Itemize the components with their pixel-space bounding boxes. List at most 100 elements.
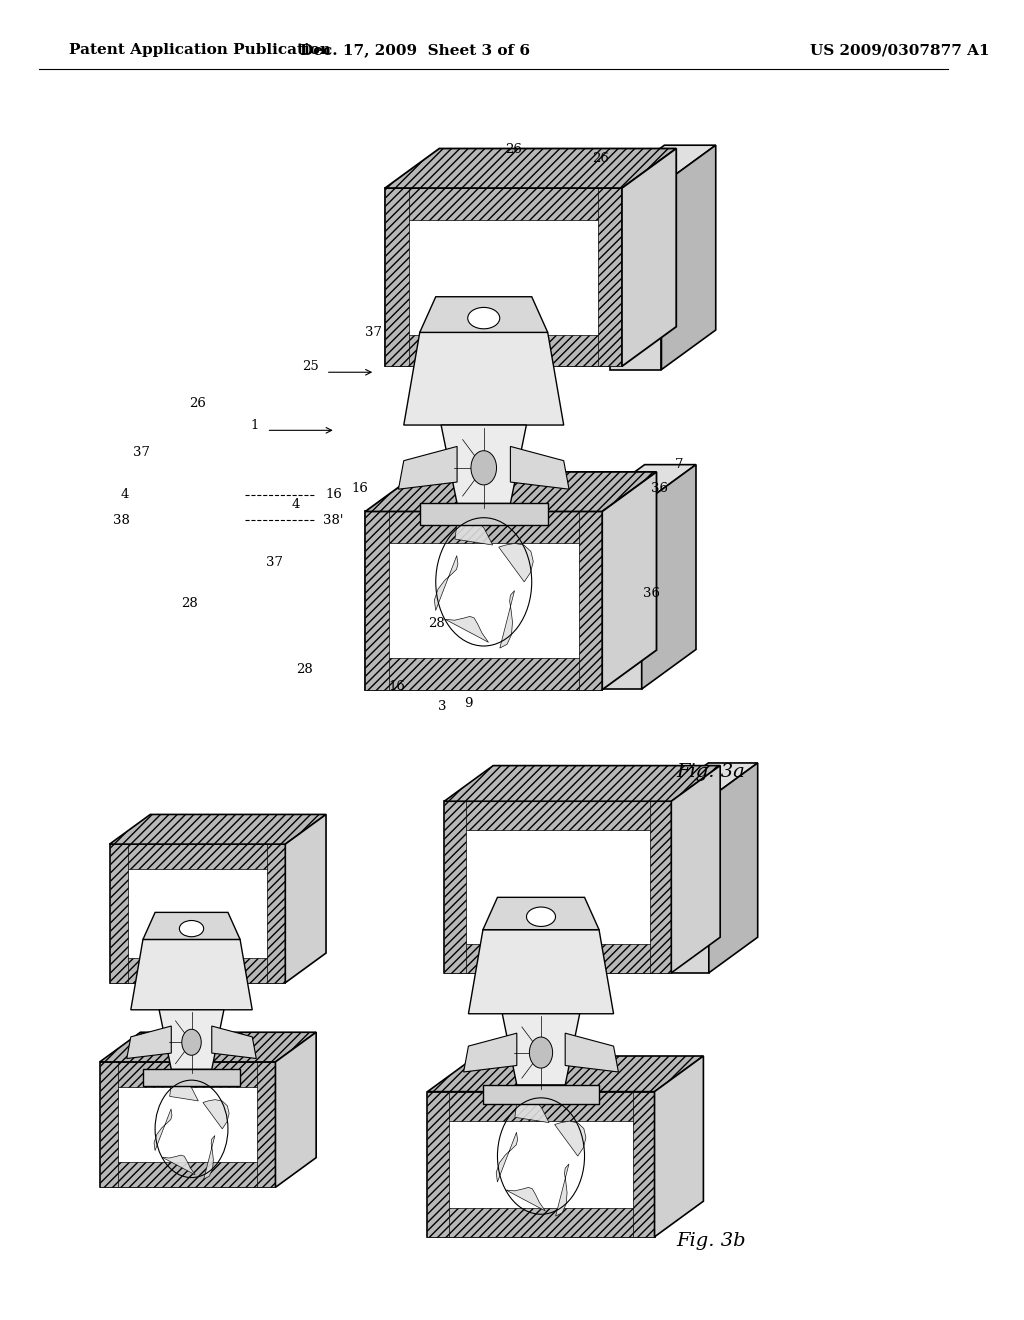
Text: 37: 37 [133,446,150,459]
Polygon shape [143,1069,240,1085]
Polygon shape [257,1061,275,1188]
Polygon shape [444,801,466,973]
Polygon shape [99,1061,119,1188]
Polygon shape [598,187,622,366]
Text: 26: 26 [189,397,206,411]
Polygon shape [427,1056,703,1092]
Polygon shape [515,1096,549,1122]
Circle shape [182,1030,202,1055]
Polygon shape [610,185,662,370]
Polygon shape [110,814,326,845]
Text: 4: 4 [292,498,300,511]
Polygon shape [499,544,534,582]
Polygon shape [591,504,642,689]
Polygon shape [143,912,240,940]
Polygon shape [162,1155,196,1175]
Polygon shape [159,1010,224,1069]
Polygon shape [366,471,656,511]
Polygon shape [444,766,720,801]
Polygon shape [385,334,622,366]
Polygon shape [565,1034,618,1072]
Polygon shape [654,1056,703,1237]
Text: 9: 9 [464,697,472,710]
Polygon shape [500,590,514,648]
Polygon shape [385,187,622,366]
Polygon shape [659,799,709,973]
Polygon shape [366,511,602,544]
Text: Fig. 3a: Fig. 3a [677,763,745,781]
Polygon shape [286,814,326,982]
Polygon shape [99,1061,275,1188]
Text: 28: 28 [428,616,444,630]
Polygon shape [110,845,286,870]
Polygon shape [212,1026,256,1059]
Polygon shape [444,944,672,973]
Text: 3: 3 [438,700,446,713]
Polygon shape [602,471,656,689]
Polygon shape [672,766,720,973]
Polygon shape [99,1032,316,1061]
Polygon shape [555,1121,586,1156]
Polygon shape [110,958,286,982]
Polygon shape [709,763,758,973]
Ellipse shape [468,308,500,329]
Polygon shape [649,801,672,973]
Polygon shape [610,145,716,185]
Polygon shape [464,1034,517,1072]
Text: 28: 28 [181,597,198,610]
Polygon shape [99,1163,275,1188]
Polygon shape [444,801,672,830]
Ellipse shape [179,920,204,937]
Text: Patent Application Publication: Patent Application Publication [69,44,331,57]
Polygon shape [154,1109,172,1151]
Polygon shape [659,763,758,799]
Polygon shape [385,187,622,219]
Text: 16: 16 [352,482,369,495]
Polygon shape [99,1061,275,1088]
Polygon shape [579,511,602,689]
Circle shape [471,450,497,484]
Polygon shape [444,801,672,973]
Text: 38': 38' [324,513,344,527]
Text: 26: 26 [592,152,608,165]
Polygon shape [398,446,457,490]
Text: 38: 38 [113,513,130,527]
Polygon shape [131,940,252,1010]
Text: 25: 25 [303,360,319,374]
Polygon shape [503,1014,580,1085]
Polygon shape [366,657,602,689]
Polygon shape [110,845,128,982]
Polygon shape [633,1092,654,1237]
Polygon shape [468,929,613,1014]
Polygon shape [455,516,493,545]
Text: 1: 1 [251,418,259,432]
Polygon shape [483,1085,599,1105]
Polygon shape [403,333,563,425]
Text: Dec. 17, 2009  Sheet 3 of 6: Dec. 17, 2009 Sheet 3 of 6 [300,44,529,57]
Polygon shape [506,1188,546,1210]
Polygon shape [497,1133,517,1181]
Polygon shape [510,446,569,490]
Polygon shape [275,1032,316,1188]
Polygon shape [266,845,286,982]
Text: Fig. 3b: Fig. 3b [676,1232,745,1250]
Polygon shape [445,616,488,643]
Polygon shape [366,511,602,689]
Text: 37: 37 [266,556,283,569]
Polygon shape [556,1164,569,1216]
Text: 36: 36 [643,587,660,601]
Text: 36: 36 [651,482,668,495]
Polygon shape [427,1092,450,1237]
Polygon shape [385,187,409,366]
Text: 16: 16 [326,488,342,502]
Polygon shape [110,845,286,982]
Polygon shape [204,1135,215,1179]
Circle shape [529,1038,553,1068]
Polygon shape [170,1078,199,1101]
Polygon shape [366,511,389,689]
Polygon shape [420,503,548,525]
Text: US 2009/0307877 A1: US 2009/0307877 A1 [810,44,989,57]
Text: 37: 37 [365,326,382,339]
Polygon shape [385,149,676,187]
Text: 4: 4 [120,488,129,502]
